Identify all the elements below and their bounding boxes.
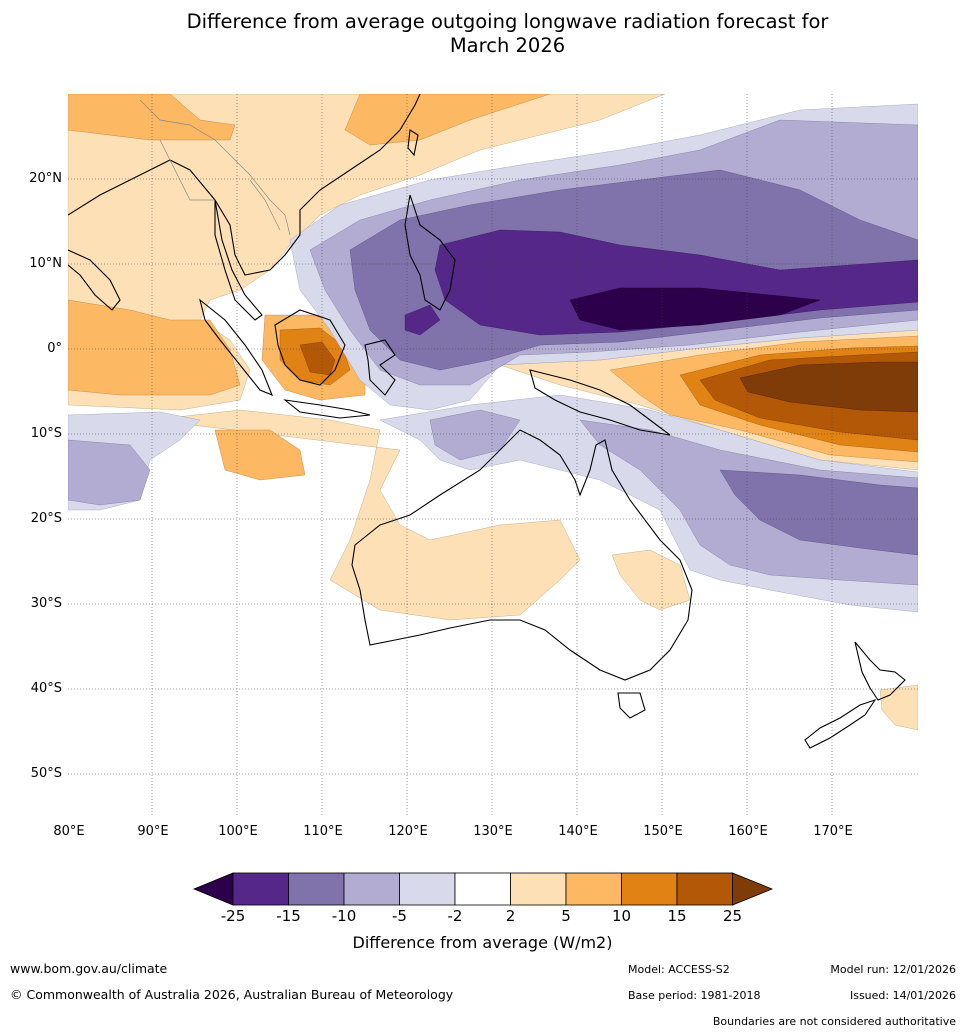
colorbar-bin-1 — [232, 872, 289, 906]
lon-label-110e: 110°E — [303, 824, 343, 839]
lat-label-10n: 10°N — [29, 256, 62, 271]
colorbar-tick: 15 — [667, 907, 687, 925]
australia-coastline — [351, 429, 693, 681]
colorbar-bin-7 — [565, 872, 622, 906]
issued-date: Issued: 14/01/2026 — [849, 989, 956, 1002]
colorbar-bin-8 — [621, 872, 678, 906]
lon-label-100e: 100°E — [218, 824, 258, 839]
anomaly-region-orange-nw-australia — [214, 429, 306, 481]
borneo-coastline — [274, 309, 346, 386]
anomaly-region-brown-borneo — [299, 341, 336, 376]
lon-label-170e: 170°E — [813, 824, 853, 839]
model-run-date: Model run: 12/01/2026 — [830, 963, 956, 976]
sulawesi-coastline — [364, 339, 396, 396]
anomaly-region-dark-purple — [434, 229, 918, 336]
new-guinea-coastline — [529, 369, 671, 436]
nz-north-coastline — [854, 641, 906, 701]
colorbar-extend-low — [192, 872, 234, 906]
anomaly-region-light-orange-south — [149, 409, 581, 621]
malay-peninsula-coastline — [214, 199, 263, 321]
lon-label-160e: 160°E — [728, 824, 768, 839]
colorbar-tick: 5 — [561, 907, 571, 925]
graticule — [68, 94, 918, 816]
sumatra-coastline — [199, 298, 273, 397]
colorbar-bin-4 — [399, 872, 456, 906]
country-borders — [139, 99, 291, 236]
lat-label-0: 0° — [47, 341, 62, 356]
anomaly-region-light-orange-north — [68, 94, 666, 411]
tasmania-coastline — [617, 692, 646, 719]
colorbar-tick: -15 — [276, 907, 301, 925]
anomaly-region-medium-purple-south — [719, 469, 918, 556]
colorbar-bin-9 — [676, 872, 733, 906]
lat-label-50s: 50°S — [30, 766, 62, 781]
lon-label-90e: 90°E — [137, 824, 169, 839]
anomaly-region-light-purple-west — [68, 439, 151, 506]
lon-label-150e: 150°E — [643, 824, 683, 839]
map-title-line2: March 2026 — [449, 34, 566, 57]
website-link[interactable]: www.bom.gov.au/climate — [10, 961, 168, 976]
anomaly-region-orange-indian-ocean — [68, 299, 241, 396]
colorbar-tick: 25 — [722, 907, 743, 925]
coastlines — [68, 94, 906, 749]
taiwan-coastline — [407, 129, 419, 157]
colorbar-tick: -2 — [447, 907, 463, 925]
colorbar-tick: -10 — [331, 907, 357, 925]
anomaly-region-light-orange-australia-east — [611, 549, 691, 611]
nz-south-coastline — [804, 698, 877, 749]
anomaly-region-dark-brown-pacific — [739, 361, 918, 413]
lat-label-20s: 20°S — [30, 511, 62, 526]
boundaries-disclaimer: Boundaries are not considered authoritat… — [712, 1015, 956, 1028]
lat-label-30s: 30°S — [30, 596, 62, 611]
base-period: Base period: 1981-2018 — [628, 989, 761, 1002]
lon-label-120e: 120°E — [388, 824, 428, 839]
lat-label-20n: 20°N — [29, 171, 62, 186]
java-coastline — [283, 399, 371, 419]
india-coastline — [68, 249, 121, 311]
colorbar — [192, 872, 774, 906]
map-title: Difference from average outgoing longwav… — [0, 10, 965, 58]
map-title-line1: Difference from average outgoing longwav… — [186, 10, 829, 33]
lon-label-80e: 80°E — [53, 824, 85, 839]
anomaly-region-dark-purple-small — [404, 304, 441, 336]
colorbar-tick: 2 — [505, 907, 516, 925]
colorbar-bin-6 — [510, 872, 567, 906]
colorbar-bin-5 — [454, 872, 511, 906]
lon-label-140e: 140°E — [558, 824, 598, 839]
colorbar-bin-2 — [288, 872, 345, 906]
lon-label-130e: 130°E — [473, 824, 513, 839]
colorbar-extend-high — [732, 872, 774, 906]
colorbar-tick: -25 — [220, 907, 246, 925]
anomaly-region-orange-northwest-corner — [68, 94, 236, 141]
philippines-coastline — [404, 194, 456, 311]
colorbar-title: Difference from average (W/m2) — [352, 933, 613, 952]
anomaly-region-orange-china — [344, 94, 551, 146]
anomaly-region-light-orange-nz — [879, 684, 918, 731]
colorbar-bin-3 — [343, 872, 400, 906]
lat-label-10s: 10°S — [30, 426, 62, 441]
anomaly-region-darkest-purple — [569, 287, 821, 331]
lat-label-40s: 40°S — [30, 681, 62, 696]
model-name: Model: ACCESS-S2 — [628, 963, 730, 976]
colorbar-tick: 10 — [611, 907, 632, 925]
colorbar-tick: -5 — [392, 907, 407, 925]
copyright-text: © Commonwealth of Australia 2026, Austra… — [10, 987, 454, 1002]
